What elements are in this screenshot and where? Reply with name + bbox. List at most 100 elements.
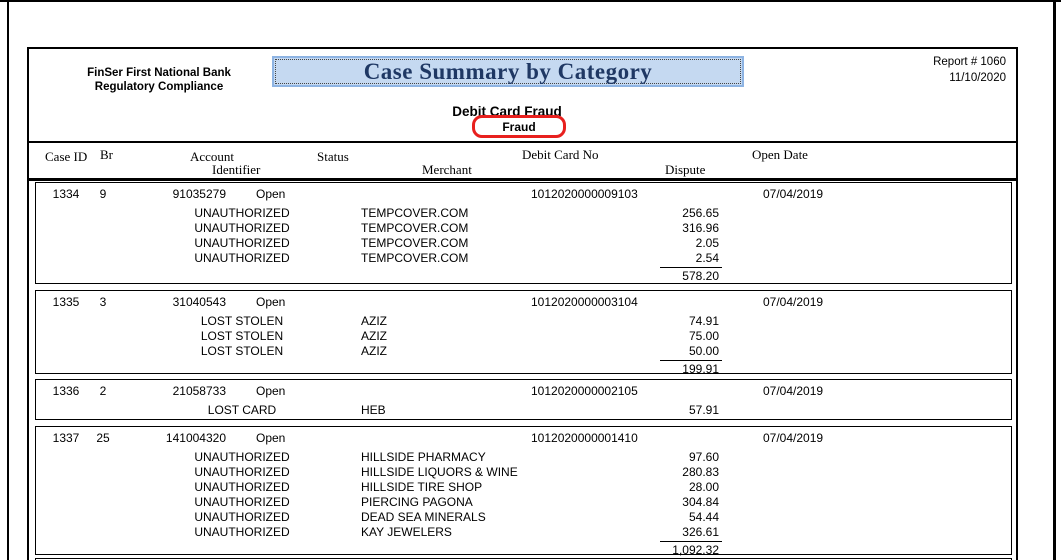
- case-open-date: 07/04/2019: [763, 187, 824, 201]
- case-branch: 25: [96, 431, 110, 445]
- case-account-identifier: 91035279: [172, 187, 226, 201]
- dispute-amount: 316.96: [682, 221, 719, 235]
- dispute-merchant: HILLSIDE PHARMACY: [361, 450, 486, 464]
- col-header-merchant: Merchant: [422, 162, 472, 177]
- dispute-merchant: AZIZ: [361, 344, 387, 358]
- dispute-amount: 304.84: [682, 495, 719, 509]
- dispute-type: UNAUTHORIZED: [194, 221, 290, 235]
- case-total-amount: 1,092.32: [672, 543, 719, 557]
- col-header-status: Status: [317, 149, 349, 164]
- report-title-box: Case Summary by Category: [272, 56, 744, 87]
- dispute-row: UNAUTHORIZED KAY JEWELERS 326.61: [36, 526, 1011, 539]
- dispute-row: UNAUTHORIZED TEMPCOVER.COM 2.05: [36, 237, 1011, 250]
- case-status: Open: [256, 187, 286, 201]
- dispute-type: UNAUTHORIZED: [194, 251, 290, 265]
- dispute-row: UNAUTHORIZED TEMPCOVER.COM 2.54: [36, 252, 1011, 265]
- dispute-amount: 2.05: [695, 236, 719, 250]
- total-underline: [660, 360, 722, 361]
- report-date: 11/10/2020: [949, 72, 1006, 84]
- col-header-identifier: Identifier: [212, 162, 261, 177]
- col-header-br: Br: [100, 147, 113, 162]
- case-open-date: 07/04/2019: [763, 431, 824, 445]
- dispute-merchant: HILLSIDE LIQUORS & WINE: [361, 465, 518, 479]
- dispute-amount: 54.44: [688, 510, 719, 524]
- case-branch: 2: [99, 384, 107, 398]
- case-debit-card-no: 1012020000002105: [531, 384, 638, 398]
- dispute-merchant: PIERCING PAGONA: [361, 495, 473, 509]
- dispute-type: UNAUTHORIZED: [194, 480, 290, 494]
- case-box-1335: 1335 3 31040543 Open 1012020000003104 07/04/2…: [35, 290, 1012, 376]
- dispute-merchant: AZIZ: [361, 329, 387, 343]
- report-number: Report # 1060: [933, 56, 1006, 68]
- fraud-highlight-oval: Fraud: [472, 115, 566, 138]
- dispute-row: UNAUTHORIZED HILLSIDE PHARMACY 97.60: [36, 451, 1011, 464]
- total-underline: [660, 267, 722, 268]
- dispute-amount: 57.91: [688, 403, 719, 417]
- dispute-type: LOST CARD: [207, 403, 277, 417]
- dispute-type: UNAUTHORIZED: [194, 525, 290, 539]
- page-border-top: [0, 0, 1061, 2]
- dispute-merchant: TEMPCOVER.COM: [361, 251, 469, 265]
- dispute-type: UNAUTHORIZED: [194, 236, 290, 250]
- dispute-merchant: DEAD SEA MINERALS: [361, 510, 486, 524]
- next-case-box-partial: [35, 558, 1012, 560]
- dispute-merchant: HEB: [361, 403, 386, 417]
- case-total-row: 578.20: [36, 270, 1011, 283]
- dispute-row: UNAUTHORIZED HILLSIDE TIRE SHOP 28.00: [36, 481, 1011, 494]
- case-account-identifier: 21058733: [172, 384, 226, 398]
- case-box-1337: 1337 25 141004320 Open 1012020000001410 07/04…: [35, 426, 1012, 557]
- case-branch: 3: [99, 295, 107, 309]
- dispute-type: LOST STOLEN: [200, 329, 284, 343]
- case-id: 1336: [52, 384, 80, 398]
- case-branch: 9: [99, 187, 107, 201]
- bank-name-line2: Regulatory Compliance: [94, 81, 224, 93]
- col-header-debit-card-no: Debit Card No: [522, 147, 599, 162]
- case-total-row: 199.91: [36, 363, 1011, 376]
- report-title-inner-border: Case Summary by Category: [275, 59, 741, 84]
- case-account-identifier: 141004320: [165, 431, 226, 445]
- col-header-case-id: Case ID: [45, 149, 88, 164]
- dispute-amount: 28.00: [688, 480, 719, 494]
- dispute-row: LOST CARD HEB 57.91: [36, 404, 1011, 417]
- report-title: Case Summary by Category: [363, 58, 653, 84]
- case-debit-card-no: 1012020000001410: [531, 431, 638, 445]
- page-border-left: [7, 0, 9, 560]
- header-rule-bottom: [29, 178, 1016, 181]
- subcategory-label: Fraud: [502, 119, 536, 134]
- case-debit-card-no: 1012020000003104: [531, 295, 638, 309]
- case-debit-card-no: 1012020000009103: [531, 187, 638, 201]
- total-underline: [660, 541, 722, 542]
- dispute-amount: 280.83: [682, 465, 719, 479]
- report-content-frame: FinSer First National Bank Regulatory Co…: [27, 47, 1018, 560]
- bank-name-line1: FinSer First National Bank: [87, 67, 231, 79]
- dispute-type: UNAUTHORIZED: [194, 450, 290, 464]
- dispute-row: UNAUTHORIZED DEAD SEA MINERALS 54.44: [36, 511, 1011, 524]
- dispute-merchant: TEMPCOVER.COM: [361, 206, 469, 220]
- case-status: Open: [256, 295, 286, 309]
- dispute-amount: 74.91: [688, 314, 719, 328]
- dispute-type: LOST STOLEN: [200, 344, 284, 358]
- dispute-amount: 50.00: [688, 344, 719, 358]
- case-open-date: 07/04/2019: [763, 295, 824, 309]
- case-id: 1334: [52, 187, 80, 201]
- dispute-amount: 2.54: [695, 251, 719, 265]
- dispute-merchant: TEMPCOVER.COM: [361, 221, 469, 235]
- dispute-type: UNAUTHORIZED: [194, 510, 290, 524]
- case-total-row: 1,092.32: [36, 544, 1011, 557]
- report-meta: Report # 1060 11/10/2020: [933, 54, 1006, 86]
- case-header-row: 1336 2 21058733 Open 1012020000002105 07/04/2…: [36, 385, 1011, 398]
- case-box-1336: 1336 2 21058733 Open 1012020000002105 07/04/2…: [35, 379, 1012, 420]
- bank-name-block: FinSer First National Bank Regulatory Co…: [49, 66, 269, 94]
- case-header-row: 1337 25 141004320 Open 1012020000001410 07/04…: [36, 432, 1011, 445]
- case-total-amount: 578.20: [682, 269, 719, 283]
- case-total-amount: 199.91: [682, 362, 719, 376]
- dispute-merchant: HILLSIDE TIRE SHOP: [361, 480, 483, 494]
- dispute-type: UNAUTHORIZED: [194, 495, 290, 509]
- dispute-amount: 326.61: [682, 525, 719, 539]
- header-rule-top: [29, 141, 1016, 143]
- case-header-row: 1334 9 91035279 Open 1012020000009103 07/04/2…: [36, 188, 1011, 201]
- dispute-type: LOST STOLEN: [200, 314, 284, 328]
- case-status: Open: [256, 431, 286, 445]
- col-header-account: Account: [190, 149, 235, 164]
- page-border-right: [1053, 0, 1056, 560]
